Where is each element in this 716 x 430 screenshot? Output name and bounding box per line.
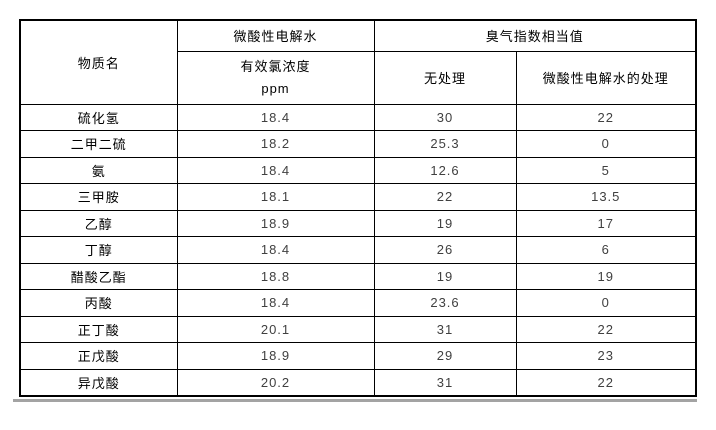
table-row: 氨 18.4 12.6 5 — [19, 156, 697, 184]
chlorine-ppm-cell: 18.4 — [176, 103, 375, 131]
untreated-odor-cell: 31 — [373, 315, 517, 343]
untreated-odor-cell: 30 — [373, 103, 517, 131]
table-row: 丁醇 18.4 26 6 — [19, 236, 697, 264]
treated-odor-cell: 19 — [515, 262, 697, 290]
substance-name-cell: 正戊酸 — [19, 342, 178, 370]
chlorine-ppm-cell: 18.4 — [176, 289, 375, 317]
substance-name-cell: 氨 — [19, 156, 178, 184]
header-effective-chlorine-concentration: 有效氯浓度 ppm — [176, 50, 375, 105]
table-row: 硫化氢 18.4 30 22 — [19, 103, 697, 131]
ppm-unit-label: ppm — [261, 80, 290, 96]
untreated-odor-cell: 31 — [373, 368, 517, 396]
chlorine-ppm-cell: 18.4 — [176, 156, 375, 184]
odor-index-table: 物质名 微酸性电解水 臭气指数相当值 有效氯浓度 ppm 无处理 微酸性电解水的… — [19, 19, 698, 397]
table-row: 正戊酸 18.9 29 23 — [19, 342, 697, 370]
treated-odor-cell: 22 — [515, 103, 697, 131]
chlorine-ppm-cell: 18.9 — [176, 209, 375, 237]
chlorine-ppm-cell: 20.1 — [176, 315, 375, 343]
untreated-odor-cell: 22 — [373, 183, 517, 211]
untreated-odor-cell: 23.6 — [373, 289, 517, 317]
table-row: 乙醇 18.9 19 17 — [19, 209, 697, 237]
table-row: 丙酸 18.4 23.6 0 — [19, 289, 697, 317]
treated-odor-cell: 0 — [515, 130, 697, 158]
effective-chlorine-label: 有效氯浓度 — [240, 58, 311, 74]
treated-odor-cell: 13.5 — [515, 183, 697, 211]
treated-odor-cell: 22 — [515, 368, 697, 396]
substance-name-cell: 丙酸 — [19, 289, 178, 317]
treated-odor-cell: 22 — [515, 315, 697, 343]
substance-name-cell: 丁醇 — [19, 236, 178, 264]
untreated-odor-cell: 29 — [373, 342, 517, 370]
substance-name-cell: 正丁酸 — [19, 315, 178, 343]
chlorine-ppm-cell: 18.1 — [176, 183, 375, 211]
chlorine-ppm-cell: 18.9 — [176, 342, 375, 370]
table-row: 异戊酸 20.2 31 22 — [19, 368, 697, 396]
substance-name-cell: 硫化氢 — [19, 103, 178, 131]
table-body: 硫化氢 18.4 30 22 二甲二硫 18.2 25.3 0 氨 18.4 12.6 5 三甲胺 18.… — [19, 103, 697, 396]
substance-name-cell: 异戊酸 — [19, 368, 178, 396]
table-row: 三甲胺 18.1 22 13.5 — [19, 183, 697, 211]
substance-name-cell: 三甲胺 — [19, 183, 178, 211]
header-electrolyzed-water-treatment: 微酸性电解水的处理 — [515, 50, 697, 105]
chlorine-ppm-cell: 18.8 — [176, 262, 375, 290]
header-sub-row: 有效氯浓度 ppm 无处理 微酸性电解水的处理 — [20, 50, 697, 105]
header-group-row: 物质名 微酸性电解水 臭气指数相当值 — [19, 19, 697, 105]
untreated-odor-cell: 25.3 — [373, 130, 517, 158]
untreated-odor-cell: 19 — [373, 262, 517, 290]
treated-odor-cell: 5 — [515, 156, 697, 184]
table-bottom-shadow-line — [13, 399, 697, 402]
header-substance-name: 物质名 — [19, 19, 178, 105]
treated-odor-cell: 17 — [515, 209, 697, 237]
table-row: 醋酸乙酯 18.8 19 19 — [19, 262, 697, 290]
chlorine-ppm-cell: 18.4 — [176, 236, 375, 264]
header-no-treatment: 无处理 — [373, 50, 517, 105]
header-group-odor-index-equivalent: 臭气指数相当值 — [373, 19, 697, 52]
untreated-odor-cell: 19 — [373, 209, 517, 237]
untreated-odor-cell: 12.6 — [373, 156, 517, 184]
untreated-odor-cell: 26 — [373, 236, 517, 264]
substance-name-cell: 乙醇 — [19, 209, 178, 237]
treated-odor-cell: 6 — [515, 236, 697, 264]
treated-odor-cell: 23 — [515, 342, 697, 370]
chlorine-ppm-cell: 18.2 — [176, 130, 375, 158]
table-row: 二甲二硫 18.2 25.3 0 — [19, 130, 697, 158]
chlorine-ppm-cell: 20.2 — [176, 368, 375, 396]
odor-index-table-wrapper: 物质名 微酸性电解水 臭气指数相当值 有效氯浓度 ppm 无处理 微酸性电解水的… — [13, 19, 698, 402]
table-row: 正丁酸 20.1 31 22 — [19, 315, 697, 343]
substance-name-cell: 二甲二硫 — [19, 130, 178, 158]
treated-odor-cell: 0 — [515, 289, 697, 317]
header-group-electrolyzed-water: 微酸性电解水 — [176, 19, 375, 52]
substance-name-cell: 醋酸乙酯 — [19, 262, 178, 290]
